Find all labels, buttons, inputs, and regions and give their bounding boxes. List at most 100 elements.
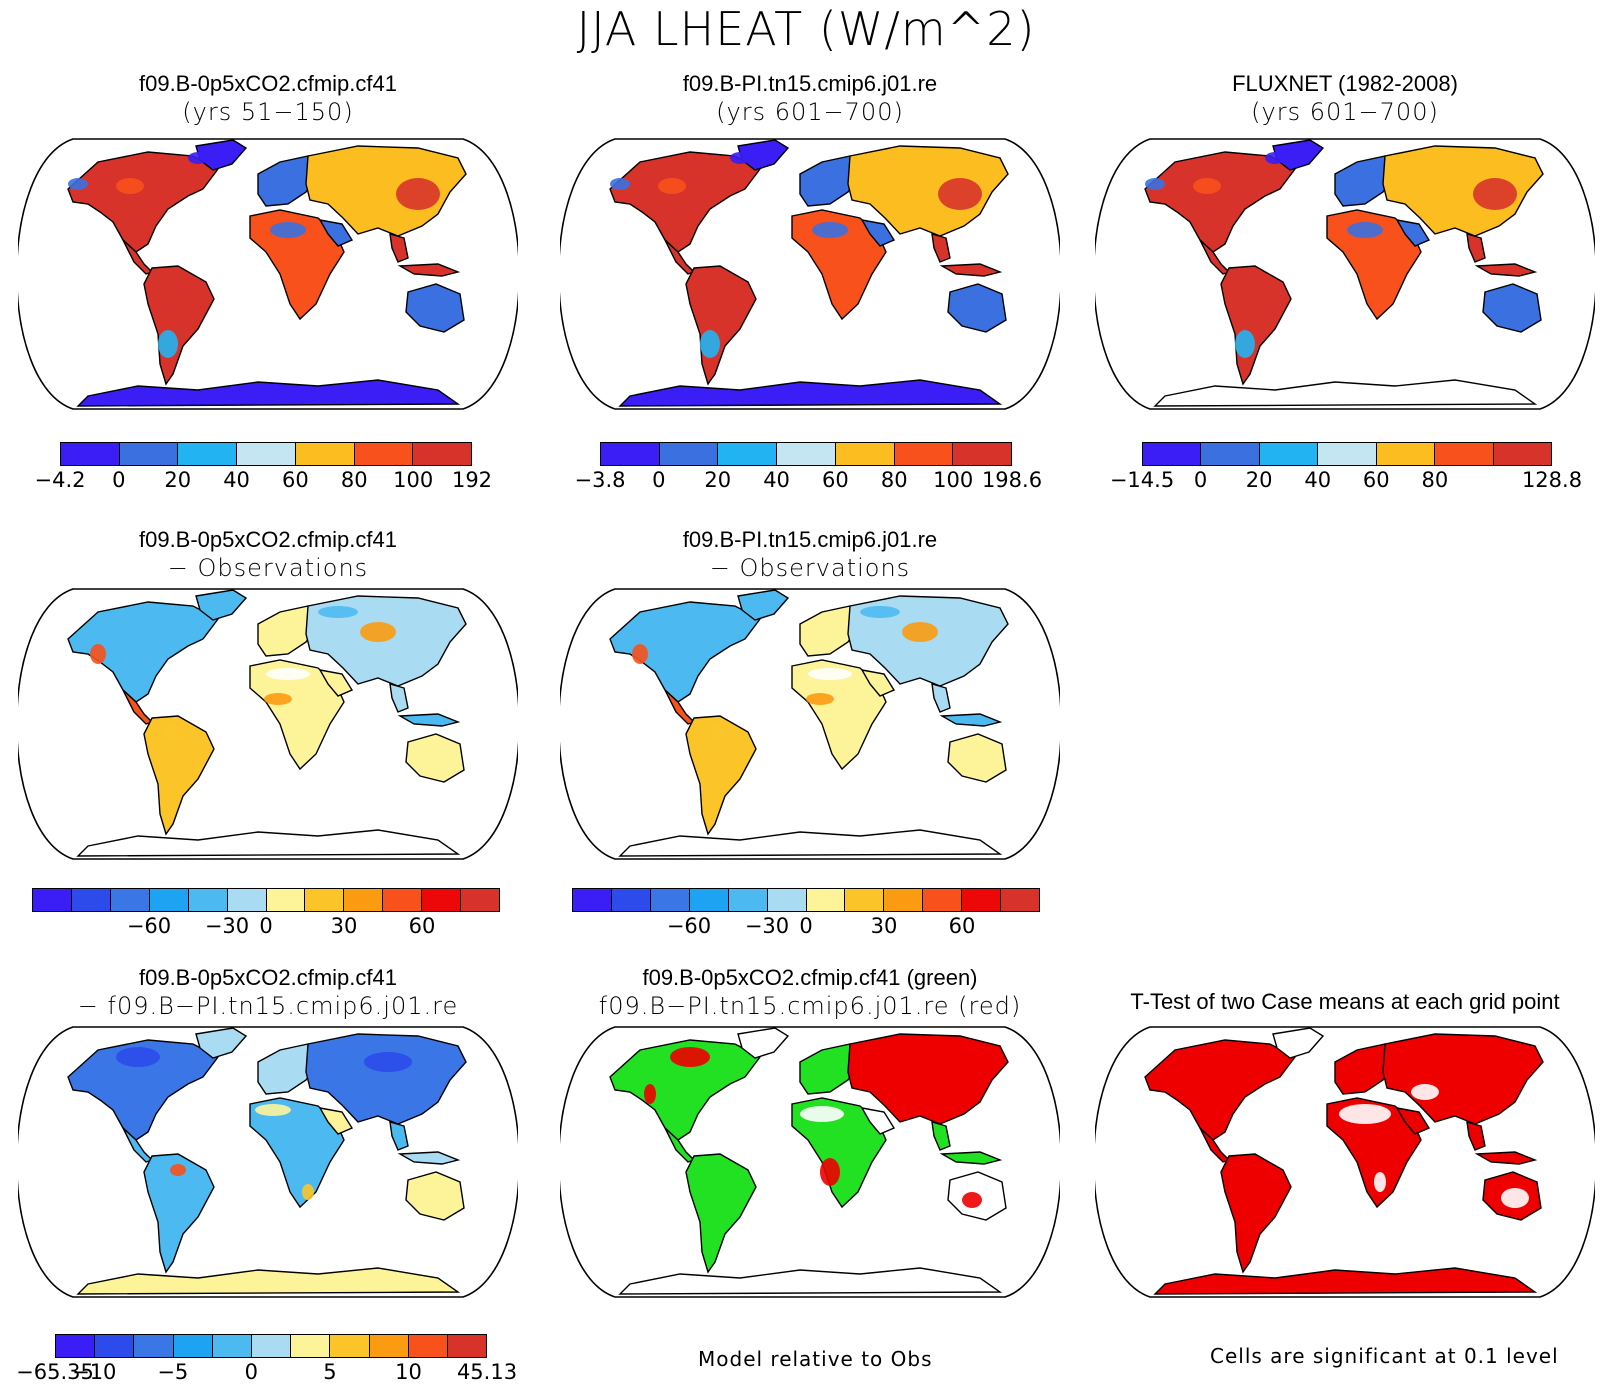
colorbar-swatch xyxy=(1493,443,1551,465)
field-patch xyxy=(820,1158,840,1186)
panel-title-line2: (yrs 601−700) xyxy=(1251,98,1439,126)
colorbar-swatch xyxy=(835,443,895,465)
region-australia xyxy=(405,283,465,333)
region-australia xyxy=(405,1171,465,1221)
colorbar-swatch xyxy=(650,889,690,911)
panel-title-p3: FLUXNET (1982-2008) (yrs 601−700) xyxy=(1095,70,1595,126)
colorbar-tick-labels: −60 −30 0 30 60 xyxy=(572,912,1040,940)
colorbar-tick-label: −30 xyxy=(744,914,790,938)
field-patch xyxy=(700,330,720,358)
region-europe xyxy=(257,605,319,657)
colorbar-tick-label: 0 xyxy=(244,1360,259,1384)
colorbar-swatch xyxy=(291,1335,331,1357)
field-patch xyxy=(318,606,358,618)
region-southAmerica xyxy=(685,1153,757,1274)
colorbar-tick-label: 5 xyxy=(323,1360,337,1384)
field-patch xyxy=(270,222,306,238)
field-patch xyxy=(170,1164,186,1176)
colorbar-swatch xyxy=(305,889,345,911)
region-northAmerica xyxy=(609,1039,762,1141)
field-patch xyxy=(158,330,178,358)
field-patch xyxy=(1501,1188,1529,1208)
significance-note: Cells are significant at 0.1 level xyxy=(1210,1344,1559,1368)
colorbar-tick-label: 20 xyxy=(704,468,732,492)
panel-title-p5: f09.B-PI.tn15.cmip6.j01.re − Observation… xyxy=(560,526,1060,582)
map-panel-p8 xyxy=(1095,1022,1595,1302)
field-patch xyxy=(264,693,292,705)
region-indochina xyxy=(1466,1121,1486,1151)
field-patch xyxy=(850,1067,870,1087)
field-patch xyxy=(360,622,396,642)
colorbar-swatch xyxy=(689,889,729,911)
panel-title-line2: − Observations xyxy=(167,554,369,582)
region-greenland xyxy=(737,1027,790,1059)
region-indochina xyxy=(389,683,409,713)
region-africa xyxy=(249,209,345,321)
panel-title-p8: T-Test of two Case means at each grid po… xyxy=(1080,988,1610,1016)
colorbar-swatch xyxy=(611,889,651,911)
region-southAmerica xyxy=(143,715,215,836)
field-patch xyxy=(1235,330,1255,358)
region-northAmerica xyxy=(67,151,220,253)
colorbar-swatch xyxy=(61,443,120,465)
field-patch xyxy=(1374,1172,1386,1192)
region-indonesia xyxy=(397,263,461,277)
panel-title-line1: f09.B-0p5xCO2.cfmip.cf41 (green) xyxy=(642,965,978,990)
panel-title-p4: f09.B-0p5xCO2.cfmip.cf41 − Observations xyxy=(18,526,518,582)
field-patch xyxy=(255,1104,291,1116)
field-patch xyxy=(806,693,834,705)
panel-title-line2: (yrs 601−700) xyxy=(716,98,904,126)
colorbar-tick-label: 80 xyxy=(340,468,368,492)
colorbar-swatch xyxy=(845,889,885,911)
region-africa xyxy=(1326,1097,1422,1209)
region-greenland xyxy=(737,589,790,621)
world-map-full xyxy=(18,138,518,410)
colorbar-swatch xyxy=(71,889,111,911)
region-indonesia xyxy=(939,263,1003,277)
region-arabia xyxy=(860,1107,896,1135)
colorbar-swatch xyxy=(1435,443,1494,465)
panel-title-line2: − f09.B−PI.tn15.cmip6.j01.re xyxy=(77,992,459,1020)
region-greenland xyxy=(195,589,248,621)
panel-title-line1: f09.B-0p5xCO2.cfmip.cf41 xyxy=(138,71,397,96)
map-frame xyxy=(18,588,518,860)
field-patch xyxy=(302,1184,314,1200)
colorbar-swatch xyxy=(718,443,778,465)
region-indochina xyxy=(931,1121,951,1151)
field-patch xyxy=(364,1052,412,1072)
region-indochina xyxy=(389,1121,409,1151)
region-indochina xyxy=(1466,233,1486,263)
colorbar-swatches xyxy=(600,442,1012,466)
field-patch xyxy=(860,606,900,618)
field-patch xyxy=(962,1192,982,1208)
colorbar-swatch xyxy=(173,1335,213,1357)
colorbar-swatch xyxy=(1001,889,1040,911)
field-patch xyxy=(610,178,630,190)
panel-title-line2: − Observations xyxy=(709,554,911,582)
map-panel-p1 xyxy=(18,134,518,414)
colorbar-swatch xyxy=(178,443,238,465)
colorbar-tick-label: −5 xyxy=(157,1360,189,1384)
colorbar-swatch xyxy=(237,443,296,465)
colorbar-swatch xyxy=(266,889,306,911)
region-europe xyxy=(257,155,319,207)
map-frame xyxy=(18,1026,518,1298)
colorbar-swatch xyxy=(767,889,807,911)
field-patch xyxy=(322,156,374,172)
panel-title-p1: f09.B-0p5xCO2.cfmip.cf41 (yrs 51−150) xyxy=(18,70,518,126)
colorbar-tick-labels: −14.5 0 20 40 60 80 128.8 xyxy=(1110,466,1582,494)
colorbar-swatch xyxy=(56,1335,96,1357)
region-europe xyxy=(1334,1043,1396,1095)
colorbar-tick-label: 40 xyxy=(763,468,790,492)
map-panel-p4 xyxy=(18,584,518,864)
region-africa xyxy=(1326,209,1422,321)
colorbar-tick-labels: −65.35 −10 −5 0 5 10 45.13 xyxy=(16,1358,517,1386)
world-map-greenred xyxy=(560,1026,1060,1298)
colorbar-swatch xyxy=(962,889,1002,911)
colorbar-p4: −60 −30 0 30 60 xyxy=(32,888,500,940)
colorbar-swatches xyxy=(55,1334,487,1358)
region-antarctica xyxy=(1153,1267,1538,1295)
figure-title: JJA LHEAT (W/m^2) xyxy=(576,2,1036,56)
colorbar-swatch xyxy=(422,889,462,911)
region-europe xyxy=(799,155,861,207)
